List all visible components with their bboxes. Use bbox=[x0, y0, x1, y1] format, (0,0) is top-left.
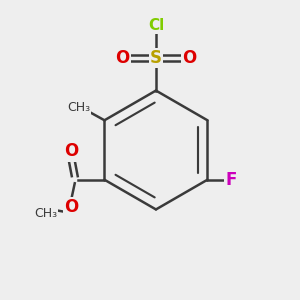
Text: CH₃: CH₃ bbox=[34, 207, 57, 220]
Text: O: O bbox=[182, 49, 197, 67]
Text: O: O bbox=[115, 49, 130, 67]
Text: F: F bbox=[226, 171, 237, 189]
Text: O: O bbox=[64, 142, 78, 160]
Text: S: S bbox=[150, 49, 162, 67]
Text: Cl: Cl bbox=[148, 18, 164, 33]
Text: CH₃: CH₃ bbox=[67, 101, 90, 114]
Text: O: O bbox=[64, 198, 78, 216]
